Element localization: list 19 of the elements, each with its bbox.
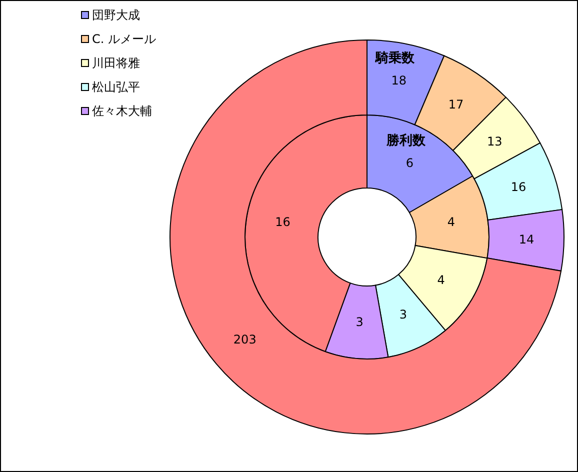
data-label: 3: [399, 307, 407, 322]
data-label: 16: [510, 180, 526, 194]
data-label: 203: [233, 332, 256, 347]
legend-label: 松山弘平: [92, 78, 140, 96]
data-label: 3: [356, 315, 364, 330]
data-label: 13: [487, 134, 502, 148]
slice-label: 騎乗数: [374, 50, 416, 66]
data-label: 14: [518, 232, 534, 247]
data-label: 4: [447, 215, 456, 230]
data-label: 6: [406, 156, 414, 170]
data-label: 17: [448, 98, 464, 112]
legend-label: 川田将雅: [92, 54, 140, 72]
legend-label: 佐々木大輔: [92, 102, 152, 120]
data-label: 4: [437, 272, 445, 287]
slice-label: 勝利数: [385, 132, 426, 148]
legend-label: 団野大成: [92, 6, 140, 24]
data-label: 16: [275, 215, 290, 230]
legend-label: C. ルメール: [92, 30, 156, 48]
data-label: 18: [391, 74, 407, 88]
